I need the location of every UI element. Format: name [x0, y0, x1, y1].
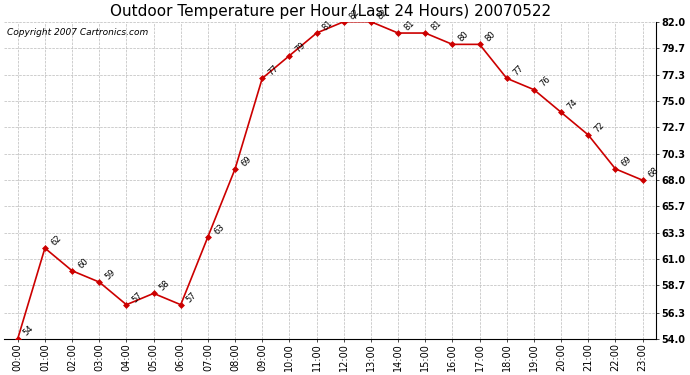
Text: 81: 81: [321, 18, 335, 32]
Text: 82: 82: [375, 7, 389, 21]
Text: 57: 57: [185, 290, 199, 304]
Text: 58: 58: [158, 279, 172, 292]
Text: 63: 63: [212, 222, 226, 236]
Title: Outdoor Temperature per Hour (Last 24 Hours) 20070522: Outdoor Temperature per Hour (Last 24 Ho…: [110, 4, 551, 19]
Text: 62: 62: [49, 234, 63, 248]
Text: 82: 82: [348, 7, 362, 21]
Text: 74: 74: [565, 98, 579, 111]
Text: 60: 60: [77, 256, 90, 270]
Text: 59: 59: [104, 267, 117, 281]
Text: 81: 81: [402, 18, 416, 32]
Text: 77: 77: [511, 64, 525, 78]
Text: 80: 80: [457, 30, 471, 44]
Text: 68: 68: [647, 165, 661, 179]
Text: 54: 54: [22, 324, 36, 338]
Text: 69: 69: [620, 154, 633, 168]
Text: 81: 81: [429, 18, 443, 32]
Text: 77: 77: [266, 64, 280, 78]
Text: 72: 72: [593, 120, 607, 134]
Text: 79: 79: [293, 41, 308, 55]
Text: Copyright 2007 Cartronics.com: Copyright 2007 Cartronics.com: [8, 28, 148, 37]
Text: 76: 76: [538, 75, 552, 89]
Text: 69: 69: [239, 154, 253, 168]
Text: 80: 80: [484, 30, 497, 44]
Text: 57: 57: [130, 290, 144, 304]
